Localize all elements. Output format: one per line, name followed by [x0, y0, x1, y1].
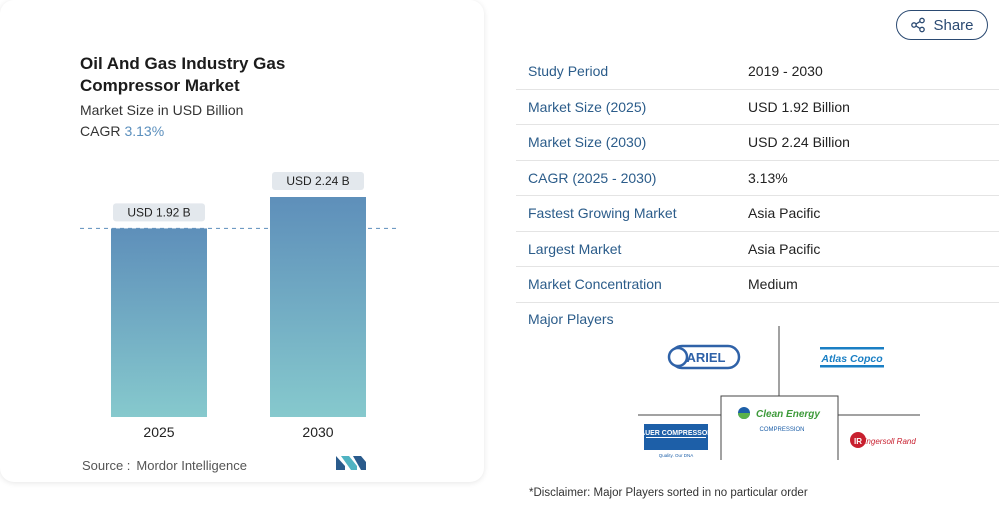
- fact-key: Largest Market: [528, 240, 622, 257]
- bar-2025: [111, 228, 207, 417]
- atlas-copco-logo-text: Atlas Copco: [820, 353, 883, 365]
- major-players-label: Major Players: [528, 311, 614, 327]
- mordor-intelligence-logo: [336, 456, 366, 470]
- fact-key: Study Period: [528, 63, 609, 80]
- ariel-logo: ARIEL: [667, 344, 741, 370]
- fact-row-cagr: CAGR (2025 - 2030) 3.13%: [516, 161, 999, 196]
- source-label: Source :: [82, 458, 131, 473]
- fact-value: USD 1.92 Billion: [748, 98, 850, 115]
- fact-value: Asia Pacific: [748, 205, 821, 222]
- market-facts-table: Study Period 2019 - 2030 Market Size (20…: [516, 54, 999, 303]
- fact-row-market-size-2025: Market Size (2025) USD 1.92 Billion: [516, 90, 999, 125]
- share-button[interactable]: Share: [896, 10, 988, 40]
- fact-row-study-period: Study Period 2019 - 2030: [516, 54, 999, 90]
- fact-key: Market Size (2030): [528, 134, 647, 151]
- fact-value: Medium: [748, 276, 798, 293]
- data-label-bg-2025: [113, 203, 205, 222]
- ingersoll-rand-mark: IR: [854, 437, 862, 446]
- market-snapshot-card: Oil And Gas Industry Gas Compressor Mark…: [0, 0, 484, 482]
- data-label-bg-2030: [272, 172, 364, 190]
- major-players-grid: ARIEL Atlas Copco BAUER COMPRESSORS Qual…: [635, 326, 920, 460]
- fact-key: CAGR (2025 - 2030): [528, 169, 657, 186]
- bauer-compressors-logo: BAUER COMPRESSORS Quality. Our DNA: [635, 424, 717, 458]
- disclaimer-text: *Disclaimer: Major Players sorted in no …: [529, 487, 808, 499]
- share-label: Share: [933, 16, 974, 34]
- fact-value: Asia Pacific: [748, 240, 821, 257]
- fact-row-fastest-growing-market: Fastest Growing Market Asia Pacific: [516, 196, 999, 232]
- source-value: Mordor Intelligence: [136, 458, 247, 473]
- source-line: Source : Mordor Intelligence: [82, 458, 247, 473]
- fact-row-largest-market: Largest Market Asia Pacific: [516, 232, 999, 267]
- share-icon: [911, 17, 926, 33]
- chart-title: Oil And Gas Industry Gas Compressor Mark…: [80, 54, 286, 95]
- data-label-2025: USD 1.92 B: [127, 205, 190, 219]
- fact-key: Market Size (2025): [528, 98, 647, 115]
- fact-row-market-concentration: Market Concentration Medium: [516, 267, 999, 303]
- cagr-label: CAGR: [80, 123, 121, 139]
- x-tick-label-2030: 2030: [302, 424, 333, 440]
- fact-key: Market Concentration: [528, 276, 662, 293]
- cagr-value: 3.13%: [124, 123, 165, 139]
- fact-row-market-size-2030: Market Size (2030) USD 2.24 Billion: [516, 125, 999, 161]
- clean-energy-logo-text: Clean Energy: [756, 409, 820, 420]
- bar-2030: [270, 197, 366, 417]
- bauer-tagline: Quality. Our DNA: [659, 453, 693, 458]
- fact-value: USD 2.24 Billion: [748, 134, 850, 151]
- clean-energy-logo: Clean Energy COMPRESSION: [738, 407, 820, 433]
- cagr-line: CAGR 3.13%: [80, 123, 164, 139]
- fact-value: 2019 - 2030: [748, 63, 823, 80]
- fact-key: Fastest Growing Market: [528, 205, 677, 222]
- ingersoll-rand-logo-text: Ingersoll Rand: [864, 437, 916, 446]
- fact-value: 3.13%: [748, 169, 788, 186]
- clean-energy-tagline: COMPRESSION: [759, 427, 804, 433]
- ariel-logo-text: ARIEL: [687, 350, 726, 365]
- market-size-bar-chart: USD 1.92 B 2025 USD 2.24 B 2030: [80, 172, 398, 440]
- atlas-copco-logo: Atlas Copco: [820, 347, 884, 368]
- data-label-2030: USD 2.24 B: [286, 174, 349, 188]
- chart-subtitle: Market Size in USD Billion: [80, 102, 244, 118]
- ingersoll-rand-logo: IR Ingersoll Rand: [850, 432, 916, 448]
- x-tick-label-2025: 2025: [143, 424, 174, 440]
- bauer-logo-text: BAUER COMPRESSORS: [635, 430, 717, 437]
